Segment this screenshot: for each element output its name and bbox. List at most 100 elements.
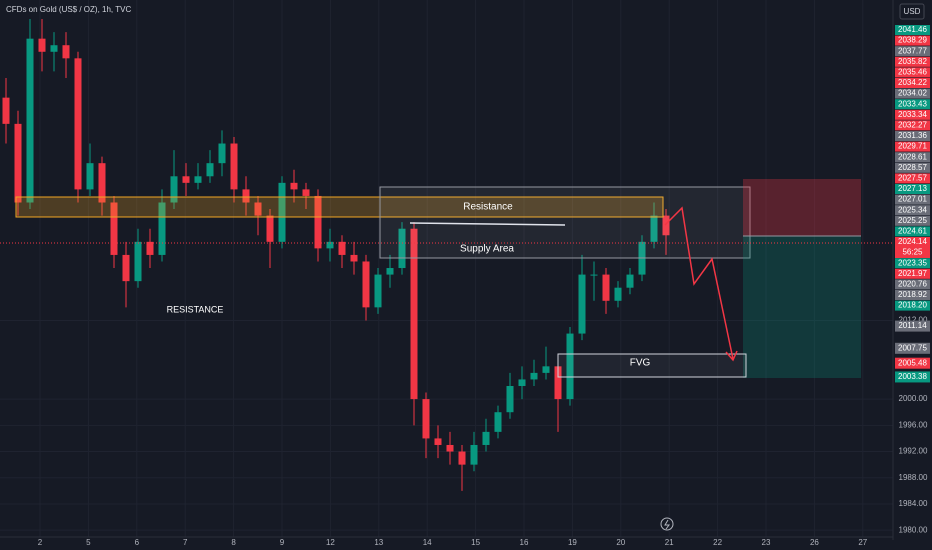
price-tag <box>895 300 930 311</box>
price-tag <box>895 226 930 237</box>
supply-area <box>379 186 751 259</box>
candle-body <box>266 215 274 242</box>
x-tick-label: 27 <box>858 538 867 547</box>
y-tick-label: 1992.00 <box>899 447 928 456</box>
price-tag <box>895 357 930 369</box>
x-tick-label: 8 <box>231 538 236 547</box>
price-tag <box>895 237 930 258</box>
x-tick-label: 13 <box>374 538 383 547</box>
price-tag-label: 2007.75 <box>898 343 927 352</box>
y-tick-label: 1988.00 <box>899 473 928 482</box>
candles <box>2 19 670 491</box>
candle-body <box>146 241 154 255</box>
price-tags: 1980.00 1984.00 1988.00 1992.00 1996.00 2000.… <box>895 25 930 534</box>
y-tick-label: 1980.00 <box>899 525 928 534</box>
candle-body <box>410 228 418 400</box>
price-tag-label: 2037.77 <box>898 46 927 55</box>
candle-body <box>422 399 430 439</box>
price-tag-label: 2027.13 <box>898 184 927 193</box>
candle-body <box>506 385 514 413</box>
x-tick-label: 16 <box>520 538 529 547</box>
price-tag <box>895 152 930 163</box>
price-tag <box>895 290 930 300</box>
candle-body <box>26 38 34 203</box>
price-tag-label: 2025.34 <box>898 205 927 214</box>
candle-body <box>38 38 46 52</box>
price-tag-label: 2025.25 <box>898 216 927 225</box>
candle-body <box>518 379 526 386</box>
y-tick-label: 1984.00 <box>899 499 928 508</box>
price-tag-label: 2003.38 <box>898 372 927 381</box>
price-tag <box>895 320 930 332</box>
candle-body <box>602 274 610 301</box>
price-tag-label: 2023.35 <box>898 258 927 267</box>
alert-bolt <box>664 519 670 530</box>
candle-body <box>398 228 406 269</box>
alert-icon[interactable] <box>660 517 674 531</box>
annotation: FVG <box>630 358 651 369</box>
projection-arrow <box>664 206 734 360</box>
price-tag-label: 2018.20 <box>898 301 927 310</box>
candle-body <box>494 412 502 432</box>
price-tag-label: 2028.61 <box>898 152 927 161</box>
currency-label[interactable]: USD <box>904 7 921 16</box>
price-tag <box>895 371 930 383</box>
x-tick-label: 19 <box>568 538 577 547</box>
candle-body <box>194 176 202 183</box>
price-tag <box>895 141 930 152</box>
price-tag-label: 2029.71 <box>898 142 927 151</box>
price-tag <box>895 162 930 173</box>
candle-body <box>170 176 178 203</box>
x-tick-label: 15 <box>471 538 480 547</box>
candle-body <box>206 163 214 177</box>
annotation: RESISTANCE <box>167 304 224 314</box>
candle-body <box>650 215 658 242</box>
candle-body <box>50 45 58 52</box>
x-tick-label: 26 <box>810 538 819 547</box>
price-tag-label: 2041.46 <box>898 25 927 34</box>
candle-body <box>230 143 238 190</box>
price-tag-label: 2033.43 <box>898 99 927 108</box>
candle-body <box>254 202 262 216</box>
candle-body <box>62 45 70 59</box>
x-tick-label: 9 <box>280 538 285 547</box>
candle-body <box>314 195 322 249</box>
price-tag <box>895 88 930 99</box>
candle-body <box>458 451 466 465</box>
candle-body <box>482 431 490 445</box>
candle-body <box>74 58 82 190</box>
candle-body <box>446 444 454 452</box>
candle-body <box>434 438 442 445</box>
candle-body <box>626 274 634 288</box>
x-tick-label: 23 <box>762 538 771 547</box>
price-tag <box>895 120 930 131</box>
x-tick-label: 12 <box>326 538 335 547</box>
candle-body <box>470 444 478 465</box>
candle-body <box>2 97 10 124</box>
stop-zone <box>743 179 861 236</box>
countdown: 56:25 <box>902 248 923 257</box>
currency-button[interactable] <box>899 3 925 20</box>
fvg-box <box>557 353 747 378</box>
price-tag <box>895 268 930 279</box>
price-tag <box>895 99 930 110</box>
x-tick-label: 20 <box>616 538 625 547</box>
price-tag-label: 2027.57 <box>898 174 927 183</box>
x-tick-label: 21 <box>665 538 674 547</box>
candle-body <box>614 287 622 301</box>
price-tag-label: 2018.92 <box>898 290 927 299</box>
price-tag <box>895 215 930 226</box>
y-tick-label: 2000.00 <box>899 394 928 403</box>
price-tag <box>895 35 930 46</box>
price-tag-label: 2031.36 <box>898 131 927 140</box>
candle-body <box>338 241 346 255</box>
candle-body <box>14 123 22 203</box>
price-tag <box>895 184 930 194</box>
x-tick-label: 6 <box>135 538 140 547</box>
candle-body <box>326 241 334 249</box>
candle-body <box>542 366 550 373</box>
annotation: Resistance <box>463 202 513 213</box>
price-tag <box>895 67 930 78</box>
